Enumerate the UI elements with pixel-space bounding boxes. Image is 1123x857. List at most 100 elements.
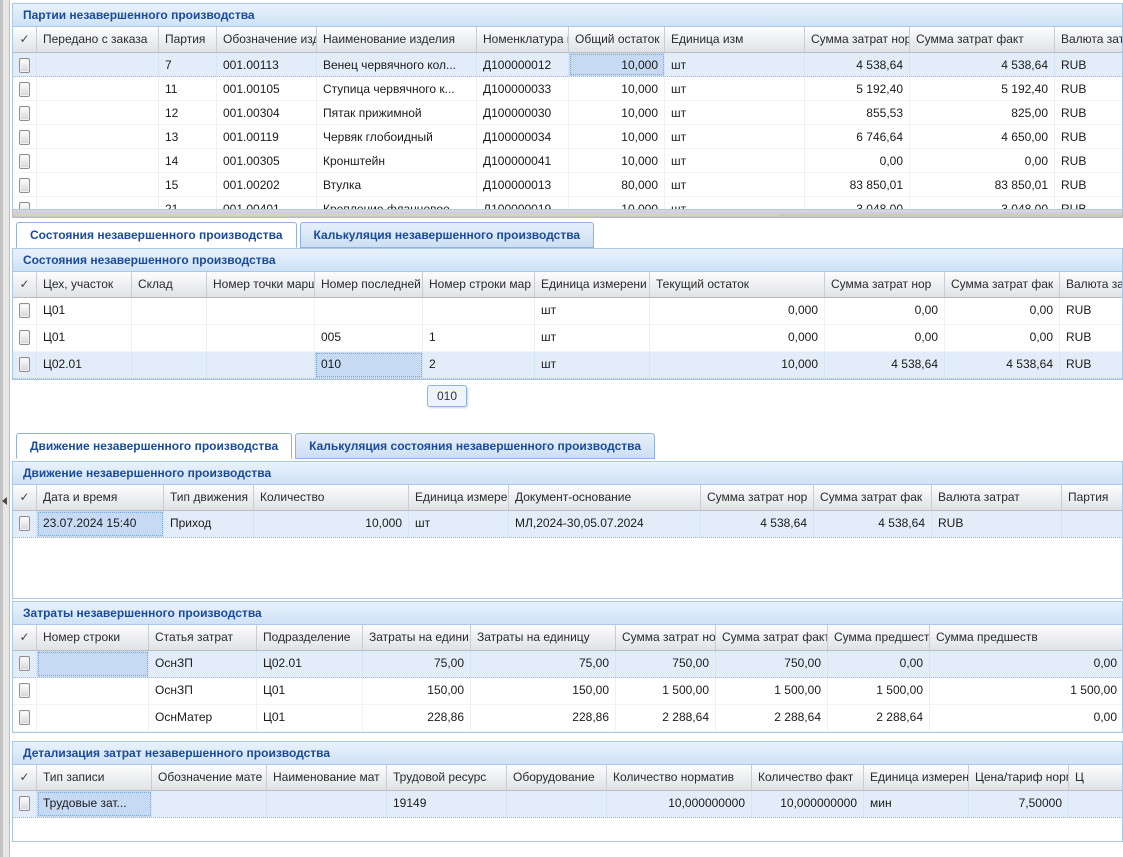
table-row[interactable]: Ц01 шт 0,000 0,00 0,00 RUB <box>13 298 1122 325</box>
column-header[interactable]: Номер строки <box>37 625 149 650</box>
cell[interactable] <box>13 678 37 704</box>
cell[interactable]: 10,000 <box>569 77 665 100</box>
cell[interactable]: Крепление фланцевое <box>317 197 477 209</box>
cell[interactable] <box>423 298 535 324</box>
row-checkbox[interactable] <box>19 82 30 97</box>
cell[interactable] <box>37 705 149 731</box>
cell[interactable] <box>37 678 149 704</box>
cell[interactable]: шт <box>535 325 650 351</box>
cell[interactable]: 0,00 <box>930 705 1122 731</box>
column-header[interactable]: Партия <box>1062 485 1122 510</box>
cell[interactable]: Ц01 <box>257 705 363 731</box>
column-header[interactable]: Номер точки марш <box>207 272 315 297</box>
column-header[interactable]: Текущий остаток <box>650 272 825 297</box>
cell[interactable]: 1 500,00 <box>828 678 930 704</box>
table-row[interactable]: 12 001.00304 Пятак прижимной Д100000030 10,0… <box>13 101 1122 125</box>
column-header[interactable]: Оборудование <box>507 765 607 790</box>
column-header[interactable]: Номер последней <box>315 272 423 297</box>
cell[interactable]: ОснМатер <box>149 705 257 731</box>
cell[interactable]: 21 <box>159 197 217 209</box>
cell[interactable] <box>37 101 159 124</box>
cell[interactable]: Кронштейн <box>317 149 477 172</box>
row-checkbox[interactable] <box>19 710 30 725</box>
cell[interactable]: Приход <box>164 511 254 537</box>
row-checkbox[interactable] <box>19 330 30 345</box>
cell[interactable]: мин <box>864 791 969 817</box>
left-splitter[interactable] <box>0 0 10 857</box>
cell[interactable]: 10,000 <box>254 511 409 537</box>
cell[interactable]: 10,000 <box>569 101 665 124</box>
cell[interactable]: 001.00304 <box>217 101 317 124</box>
table-row[interactable]: ОснЗП Ц02.01 75,00 75,00 750,00 750,00 0,00 0,0… <box>13 651 1122 678</box>
cell[interactable]: 5 192,40 <box>910 77 1055 100</box>
cell[interactable]: RUB <box>1060 298 1122 324</box>
cell[interactable]: 10,000 <box>650 352 825 378</box>
select-all-header[interactable]: ✓ <box>13 485 37 510</box>
cell[interactable]: шт <box>535 298 650 324</box>
cell[interactable] <box>37 149 159 172</box>
scrollbar-thumb[interactable] <box>14 211 779 216</box>
cell[interactable]: 10,000 <box>569 125 665 148</box>
cell[interactable]: Ц02.01 <box>257 651 363 677</box>
cell[interactable]: Д100000012 <box>477 53 569 76</box>
cell[interactable]: 12 <box>159 101 217 124</box>
cell[interactable]: шт <box>665 77 805 100</box>
cell[interactable]: 2 288,64 <box>716 705 828 731</box>
cell[interactable]: Трудовые зат... <box>37 791 152 817</box>
cell[interactable]: 825,00 <box>910 101 1055 124</box>
column-header[interactable]: Наименование мат <box>267 765 387 790</box>
cell[interactable]: RUB <box>1055 149 1122 172</box>
cell[interactable] <box>207 298 315 324</box>
horizontal-scrollbar[interactable] <box>12 210 1123 218</box>
cell[interactable]: 0,00 <box>825 325 945 351</box>
cell[interactable]: 3 048,00 <box>805 197 910 209</box>
cell[interactable]: 2 <box>423 352 535 378</box>
row-checkbox[interactable] <box>19 303 30 318</box>
cell[interactable] <box>132 325 207 351</box>
cell[interactable] <box>13 101 37 124</box>
cell[interactable]: 4 538,64 <box>910 53 1055 76</box>
column-header[interactable]: Затраты на единицу <box>471 625 616 650</box>
row-checkbox[interactable] <box>19 516 30 531</box>
column-header[interactable]: Сумма затрат нор <box>701 485 814 510</box>
cell[interactable]: 0,00 <box>945 298 1060 324</box>
row-checkbox[interactable] <box>19 58 30 73</box>
column-header[interactable]: Общий остаток . <box>569 27 665 52</box>
table-row[interactable]: Ц01 005 1 шт 0,000 0,00 0,00 RUB <box>13 325 1122 352</box>
cell[interactable]: 0,00 <box>828 651 930 677</box>
cell[interactable]: 001.00113 <box>217 53 317 76</box>
cell[interactable]: 15 <box>159 173 217 196</box>
cell[interactable]: RUB <box>1060 352 1122 378</box>
collapse-left-icon[interactable] <box>2 497 7 505</box>
cell[interactable]: 23.07.2024 15:40 <box>37 511 164 537</box>
cell[interactable]: RUB <box>1055 77 1122 100</box>
cell[interactable]: 001.00105 <box>217 77 317 100</box>
cell[interactable] <box>37 173 159 196</box>
cell[interactable]: 150,00 <box>363 678 471 704</box>
cell[interactable]: 0,00 <box>825 298 945 324</box>
column-header[interactable]: Единица измерени <box>864 765 969 790</box>
cell[interactable]: 001.00305 <box>217 149 317 172</box>
cell[interactable]: 0,00 <box>930 651 1122 677</box>
cell[interactable]: 0,00 <box>910 149 1055 172</box>
cell[interactable]: 6 746,64 <box>805 125 910 148</box>
cell[interactable]: 1 500,00 <box>930 678 1122 704</box>
cell[interactable]: 14 <box>159 149 217 172</box>
cell[interactable]: Д100000041 <box>477 149 569 172</box>
cell[interactable]: ОснЗП <box>149 651 257 677</box>
cell[interactable]: 75,00 <box>471 651 616 677</box>
column-header[interactable]: Количество факт <box>752 765 864 790</box>
cell[interactable]: 010 <box>315 352 423 378</box>
column-header[interactable]: Трудовой ресурс <box>387 765 507 790</box>
table-row[interactable]: 11 001.00105 Ступица червячного к... Д10000… <box>13 77 1122 101</box>
cell[interactable]: 19149 <box>387 791 507 817</box>
select-all-header[interactable]: ✓ <box>13 625 37 650</box>
cell[interactable] <box>37 53 159 76</box>
column-header[interactable]: Тип записи <box>37 765 152 790</box>
cell[interactable]: RUB <box>1055 197 1122 209</box>
cell[interactable] <box>267 791 387 817</box>
column-header[interactable]: Валюта затр <box>1055 27 1122 52</box>
column-header[interactable]: Сумма затрат факт <box>910 27 1055 52</box>
column-header[interactable]: Количество <box>254 485 409 510</box>
cell[interactable]: 228,86 <box>471 705 616 731</box>
